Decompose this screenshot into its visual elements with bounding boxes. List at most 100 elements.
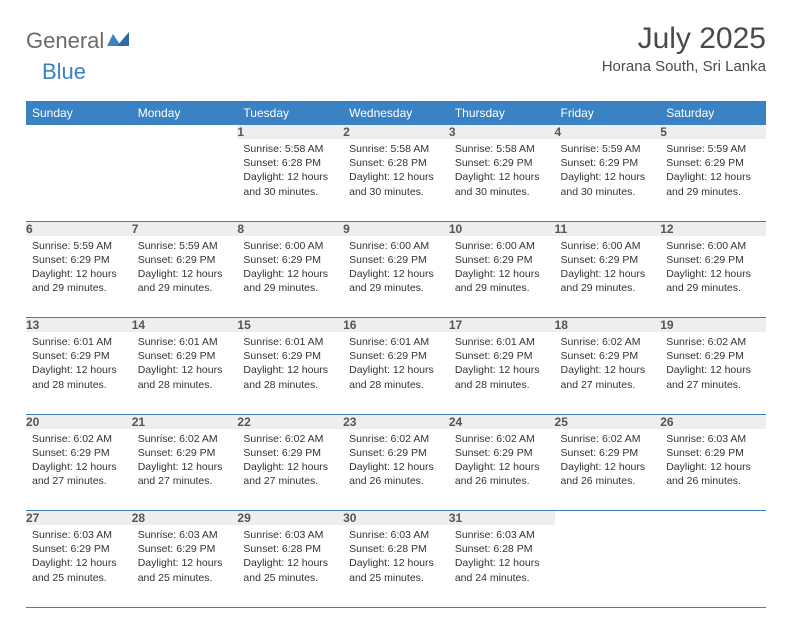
day-content: Sunrise: 5:58 AMSunset: 6:29 PMDaylight:… bbox=[449, 139, 555, 205]
day-cell: Sunrise: 6:02 AMSunset: 6:29 PMDaylight:… bbox=[660, 332, 766, 414]
day-cell: Sunrise: 6:03 AMSunset: 6:29 PMDaylight:… bbox=[132, 525, 238, 607]
day-content: Sunrise: 6:02 AMSunset: 6:29 PMDaylight:… bbox=[555, 332, 661, 398]
day-number-cell: 20 bbox=[26, 414, 132, 429]
day-cell: Sunrise: 6:03 AMSunset: 6:29 PMDaylight:… bbox=[26, 525, 132, 607]
day-content: Sunrise: 6:02 AMSunset: 6:29 PMDaylight:… bbox=[26, 429, 132, 495]
weekday-header: Sunday bbox=[26, 101, 132, 125]
day-content: Sunrise: 6:00 AMSunset: 6:29 PMDaylight:… bbox=[237, 236, 343, 302]
day-number-cell: 5 bbox=[660, 125, 766, 139]
day-cell: Sunrise: 5:58 AMSunset: 6:28 PMDaylight:… bbox=[237, 139, 343, 221]
day-number-cell: 30 bbox=[343, 511, 449, 526]
day-number-cell: 12 bbox=[660, 221, 766, 236]
brand-logo: General bbox=[26, 28, 131, 54]
day-cell: Sunrise: 6:01 AMSunset: 6:29 PMDaylight:… bbox=[449, 332, 555, 414]
brand-word-2: Blue bbox=[42, 59, 86, 84]
calendar-body: 12345Sunrise: 5:58 AMSunset: 6:28 PMDayl… bbox=[26, 125, 766, 607]
day-number-row: 2728293031 bbox=[26, 511, 766, 526]
day-content: Sunrise: 6:02 AMSunset: 6:29 PMDaylight:… bbox=[237, 429, 343, 495]
day-number-cell: 31 bbox=[449, 511, 555, 526]
day-number-cell bbox=[555, 511, 661, 526]
week-row: Sunrise: 5:58 AMSunset: 6:28 PMDaylight:… bbox=[26, 139, 766, 221]
day-content: Sunrise: 6:00 AMSunset: 6:29 PMDaylight:… bbox=[449, 236, 555, 302]
day-number-cell bbox=[132, 125, 238, 139]
weekday-header: Thursday bbox=[449, 101, 555, 125]
day-content: Sunrise: 5:59 AMSunset: 6:29 PMDaylight:… bbox=[132, 236, 238, 302]
day-cell: Sunrise: 6:02 AMSunset: 6:29 PMDaylight:… bbox=[449, 429, 555, 511]
day-cell bbox=[132, 139, 238, 221]
day-content: Sunrise: 6:03 AMSunset: 6:29 PMDaylight:… bbox=[660, 429, 766, 495]
day-number-cell: 29 bbox=[237, 511, 343, 526]
day-content: Sunrise: 6:01 AMSunset: 6:29 PMDaylight:… bbox=[343, 332, 449, 398]
day-cell bbox=[555, 525, 661, 607]
day-content: Sunrise: 6:03 AMSunset: 6:28 PMDaylight:… bbox=[237, 525, 343, 591]
day-content: Sunrise: 6:01 AMSunset: 6:29 PMDaylight:… bbox=[26, 332, 132, 398]
day-content: Sunrise: 6:03 AMSunset: 6:28 PMDaylight:… bbox=[343, 525, 449, 591]
day-number-cell: 14 bbox=[132, 318, 238, 333]
brand-mark-icon bbox=[107, 30, 129, 46]
day-cell: Sunrise: 6:02 AMSunset: 6:29 PMDaylight:… bbox=[237, 429, 343, 511]
month-title: July 2025 bbox=[602, 22, 766, 56]
day-content: Sunrise: 5:59 AMSunset: 6:29 PMDaylight:… bbox=[26, 236, 132, 302]
day-number-cell: 28 bbox=[132, 511, 238, 526]
day-cell: Sunrise: 6:03 AMSunset: 6:28 PMDaylight:… bbox=[449, 525, 555, 607]
weekday-header: Monday bbox=[132, 101, 238, 125]
day-content: Sunrise: 6:02 AMSunset: 6:29 PMDaylight:… bbox=[343, 429, 449, 495]
day-number-cell: 15 bbox=[237, 318, 343, 333]
day-cell: Sunrise: 6:01 AMSunset: 6:29 PMDaylight:… bbox=[132, 332, 238, 414]
day-number-cell: 1 bbox=[237, 125, 343, 139]
day-number-row: 20212223242526 bbox=[26, 414, 766, 429]
day-cell: Sunrise: 6:01 AMSunset: 6:29 PMDaylight:… bbox=[343, 332, 449, 414]
day-number-cell: 22 bbox=[237, 414, 343, 429]
day-number-cell: 16 bbox=[343, 318, 449, 333]
day-content: Sunrise: 6:00 AMSunset: 6:29 PMDaylight:… bbox=[343, 236, 449, 302]
day-cell bbox=[660, 525, 766, 607]
day-content: Sunrise: 6:00 AMSunset: 6:29 PMDaylight:… bbox=[555, 236, 661, 302]
day-cell: Sunrise: 6:02 AMSunset: 6:29 PMDaylight:… bbox=[555, 429, 661, 511]
day-number-row: 6789101112 bbox=[26, 221, 766, 236]
day-content: Sunrise: 5:59 AMSunset: 6:29 PMDaylight:… bbox=[660, 139, 766, 205]
day-cell: Sunrise: 6:02 AMSunset: 6:29 PMDaylight:… bbox=[555, 332, 661, 414]
day-number-cell bbox=[26, 125, 132, 139]
calendar-page: General July 2025 Horana South, Sri Lank… bbox=[0, 0, 792, 628]
weekday-header: Friday bbox=[555, 101, 661, 125]
day-number-cell: 8 bbox=[237, 221, 343, 236]
day-content: Sunrise: 6:02 AMSunset: 6:29 PMDaylight:… bbox=[132, 429, 238, 495]
day-number-cell: 7 bbox=[132, 221, 238, 236]
day-content: Sunrise: 5:58 AMSunset: 6:28 PMDaylight:… bbox=[237, 139, 343, 205]
day-number-cell: 19 bbox=[660, 318, 766, 333]
day-number-cell: 23 bbox=[343, 414, 449, 429]
day-number-cell: 10 bbox=[449, 221, 555, 236]
day-number-cell: 13 bbox=[26, 318, 132, 333]
day-number-cell: 9 bbox=[343, 221, 449, 236]
day-content: Sunrise: 6:02 AMSunset: 6:29 PMDaylight:… bbox=[449, 429, 555, 495]
day-cell: Sunrise: 6:03 AMSunset: 6:28 PMDaylight:… bbox=[343, 525, 449, 607]
day-content: Sunrise: 6:01 AMSunset: 6:29 PMDaylight:… bbox=[449, 332, 555, 398]
day-cell: Sunrise: 5:59 AMSunset: 6:29 PMDaylight:… bbox=[26, 236, 132, 318]
day-number-cell: 3 bbox=[449, 125, 555, 139]
weekday-header-row: Sunday Monday Tuesday Wednesday Thursday… bbox=[26, 101, 766, 125]
day-number-cell: 11 bbox=[555, 221, 661, 236]
day-cell: Sunrise: 5:58 AMSunset: 6:29 PMDaylight:… bbox=[449, 139, 555, 221]
day-number-cell: 24 bbox=[449, 414, 555, 429]
day-content: Sunrise: 6:02 AMSunset: 6:29 PMDaylight:… bbox=[660, 332, 766, 398]
day-cell: Sunrise: 6:00 AMSunset: 6:29 PMDaylight:… bbox=[343, 236, 449, 318]
calendar-table: Sunday Monday Tuesday Wednesday Thursday… bbox=[26, 101, 766, 608]
day-content: Sunrise: 6:03 AMSunset: 6:29 PMDaylight:… bbox=[26, 525, 132, 591]
week-row: Sunrise: 6:03 AMSunset: 6:29 PMDaylight:… bbox=[26, 525, 766, 607]
day-cell: Sunrise: 6:01 AMSunset: 6:29 PMDaylight:… bbox=[26, 332, 132, 414]
day-number-cell: 2 bbox=[343, 125, 449, 139]
day-number-row: 12345 bbox=[26, 125, 766, 139]
week-row: Sunrise: 6:01 AMSunset: 6:29 PMDaylight:… bbox=[26, 332, 766, 414]
day-cell: Sunrise: 6:03 AMSunset: 6:29 PMDaylight:… bbox=[660, 429, 766, 511]
day-number-row: 13141516171819 bbox=[26, 318, 766, 333]
day-number-cell: 4 bbox=[555, 125, 661, 139]
day-number-cell bbox=[660, 511, 766, 526]
week-row: Sunrise: 6:02 AMSunset: 6:29 PMDaylight:… bbox=[26, 429, 766, 511]
day-number-cell: 26 bbox=[660, 414, 766, 429]
day-content: Sunrise: 6:00 AMSunset: 6:29 PMDaylight:… bbox=[660, 236, 766, 302]
day-cell: Sunrise: 6:03 AMSunset: 6:28 PMDaylight:… bbox=[237, 525, 343, 607]
day-number-cell: 21 bbox=[132, 414, 238, 429]
day-cell: Sunrise: 6:00 AMSunset: 6:29 PMDaylight:… bbox=[237, 236, 343, 318]
day-content: Sunrise: 6:01 AMSunset: 6:29 PMDaylight:… bbox=[132, 332, 238, 398]
day-cell: Sunrise: 6:00 AMSunset: 6:29 PMDaylight:… bbox=[555, 236, 661, 318]
